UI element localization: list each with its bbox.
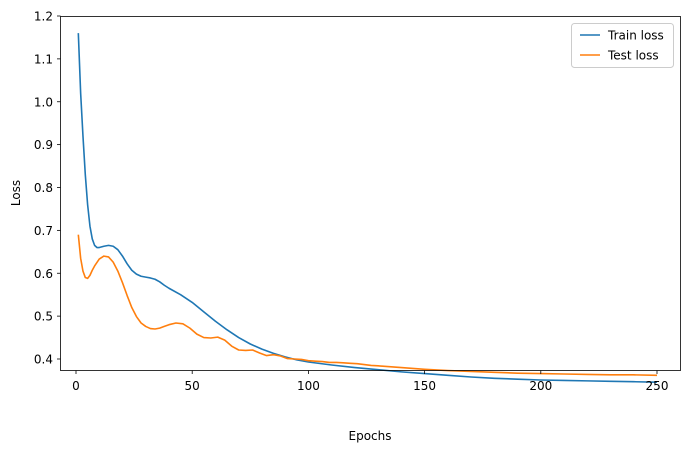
y-tick-label: 0.5 — [34, 310, 53, 324]
y-tick-label: 1.0 — [34, 95, 53, 109]
legend-label-test-loss: Test loss — [607, 49, 659, 63]
x-tick-label: 150 — [413, 379, 436, 393]
axes-frame — [60, 16, 681, 371]
series-line-test-loss — [77, 234, 658, 377]
x-tick-label: 50 — [185, 379, 200, 393]
series-lines — [77, 33, 658, 383]
plot-area — [60, 16, 681, 383]
legend-item-test-loss: Test loss — [580, 49, 659, 63]
x-tick-label: 100 — [297, 379, 320, 393]
y-tick-label: 0.6 — [34, 267, 53, 281]
y-tick-label: 0.4 — [34, 353, 53, 367]
y-tick-label: 0.7 — [34, 224, 53, 238]
y-tick-label: 0.9 — [34, 138, 53, 152]
x-axis-ticks: 0 50 100 150 200 250 — [72, 370, 669, 393]
y-axis-ticks: 0.4 0.5 0.6 0.7 0.8 0.9 1.0 1.1 1.2 — [34, 10, 61, 367]
x-tick-label: 250 — [646, 379, 669, 393]
y-tick-label: 0.8 — [34, 181, 53, 195]
y-tick-label: 1.1 — [34, 52, 53, 66]
legend-label-train-loss: Train loss — [607, 29, 664, 43]
legend: Train loss Test loss — [571, 23, 674, 68]
y-axis-label: Loss — [9, 180, 23, 206]
legend-item-train-loss: Train loss — [580, 29, 664, 43]
x-tick-label: 0 — [72, 379, 80, 393]
x-tick-label: 200 — [529, 379, 552, 393]
x-axis-label: Epochs — [349, 429, 392, 443]
y-tick-label: 1.2 — [34, 10, 53, 24]
series-line-train-loss — [77, 33, 658, 383]
